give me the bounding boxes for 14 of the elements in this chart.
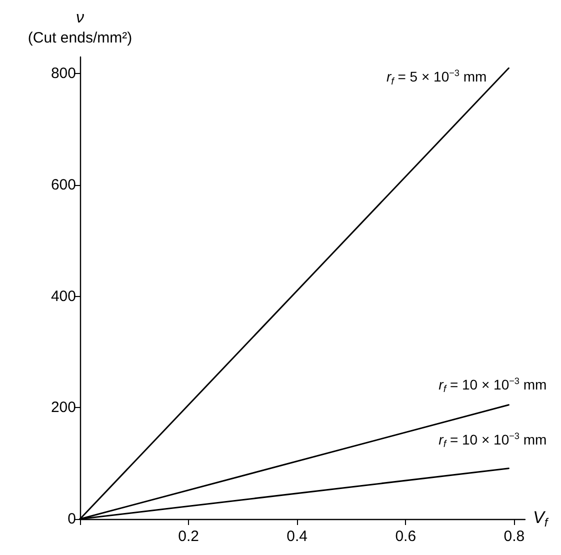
y-tick-label: 800 (50, 65, 76, 82)
x-tick-label: 0.8 (504, 528, 525, 545)
annotation: r$_{f}$ = 5 × 10$^{−3}$ mm (386, 68, 487, 88)
y-tick-label: 600 (50, 176, 76, 194)
x-tick-label: 0.2 (178, 528, 199, 545)
y-tick-label: 200 (50, 399, 76, 416)
x-tick-label: 0.6 (395, 528, 416, 545)
y-tick-label: 400 (50, 288, 76, 305)
y-axis-title: ν (Cut ends/mm²) (28, 10, 132, 46)
x-tick-label: 0.4 (286, 528, 308, 545)
x-axis-title: V$_{f}$ (533, 508, 548, 530)
annotation: r$_{f}$ = 10 × 10$^{−3}$ mm (438, 431, 547, 451)
y-tick-label: 0 (68, 510, 76, 528)
annotation: r$_{f}$ = 10 × 10$^{−3}$ mm (438, 376, 547, 396)
